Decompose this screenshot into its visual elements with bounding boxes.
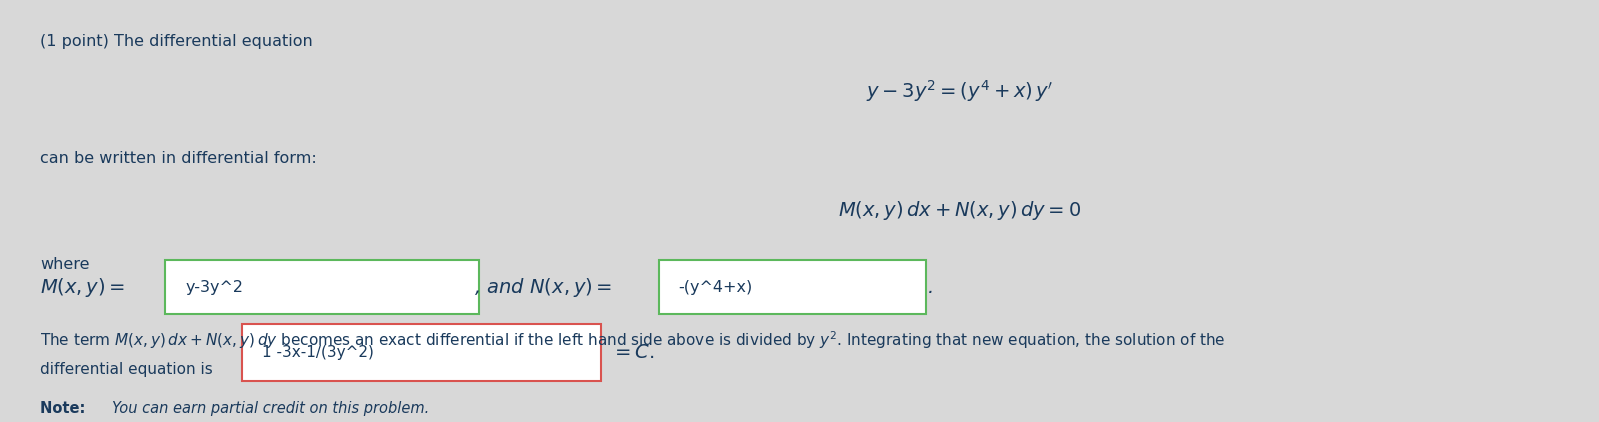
Text: (1 point) The differential equation: (1 point) The differential equation [40,34,313,49]
Text: $M(x, y) =$: $M(x, y) =$ [40,276,126,299]
FancyBboxPatch shape [659,260,926,314]
Text: can be written in differential form:: can be written in differential form: [40,151,317,166]
FancyBboxPatch shape [241,324,601,381]
Text: where: where [40,257,90,271]
Text: $y - 3y^2 = (y^4 + x)\,y^{\prime}$: $y - 3y^2 = (y^4 + x)\,y^{\prime}$ [865,78,1054,104]
Text: You can earn partial credit on this problem.: You can earn partial credit on this prob… [112,401,429,417]
Text: The term $M(x, y)\,dx + N(x, y)\,dy$ becomes an exact differential if the left h: The term $M(x, y)\,dx + N(x, y)\,dy$ bec… [40,330,1226,351]
Text: $= C.$: $= C.$ [611,343,656,362]
Text: , and $N(x, y) =$: , and $N(x, y) =$ [473,276,612,299]
Text: 1 -3x-1/(3y^2): 1 -3x-1/(3y^2) [262,345,374,360]
FancyBboxPatch shape [166,260,478,314]
Text: Note:: Note: [40,401,91,417]
Text: -(y^4+x): -(y^4+x) [678,280,753,295]
Text: y-3y^2: y-3y^2 [185,280,243,295]
Text: $M(x, y)\,dx + N(x, y)\,dy = 0$: $M(x, y)\,dx + N(x, y)\,dy = 0$ [838,199,1081,222]
Text: differential equation is: differential equation is [40,362,213,377]
Text: .: . [927,278,934,297]
